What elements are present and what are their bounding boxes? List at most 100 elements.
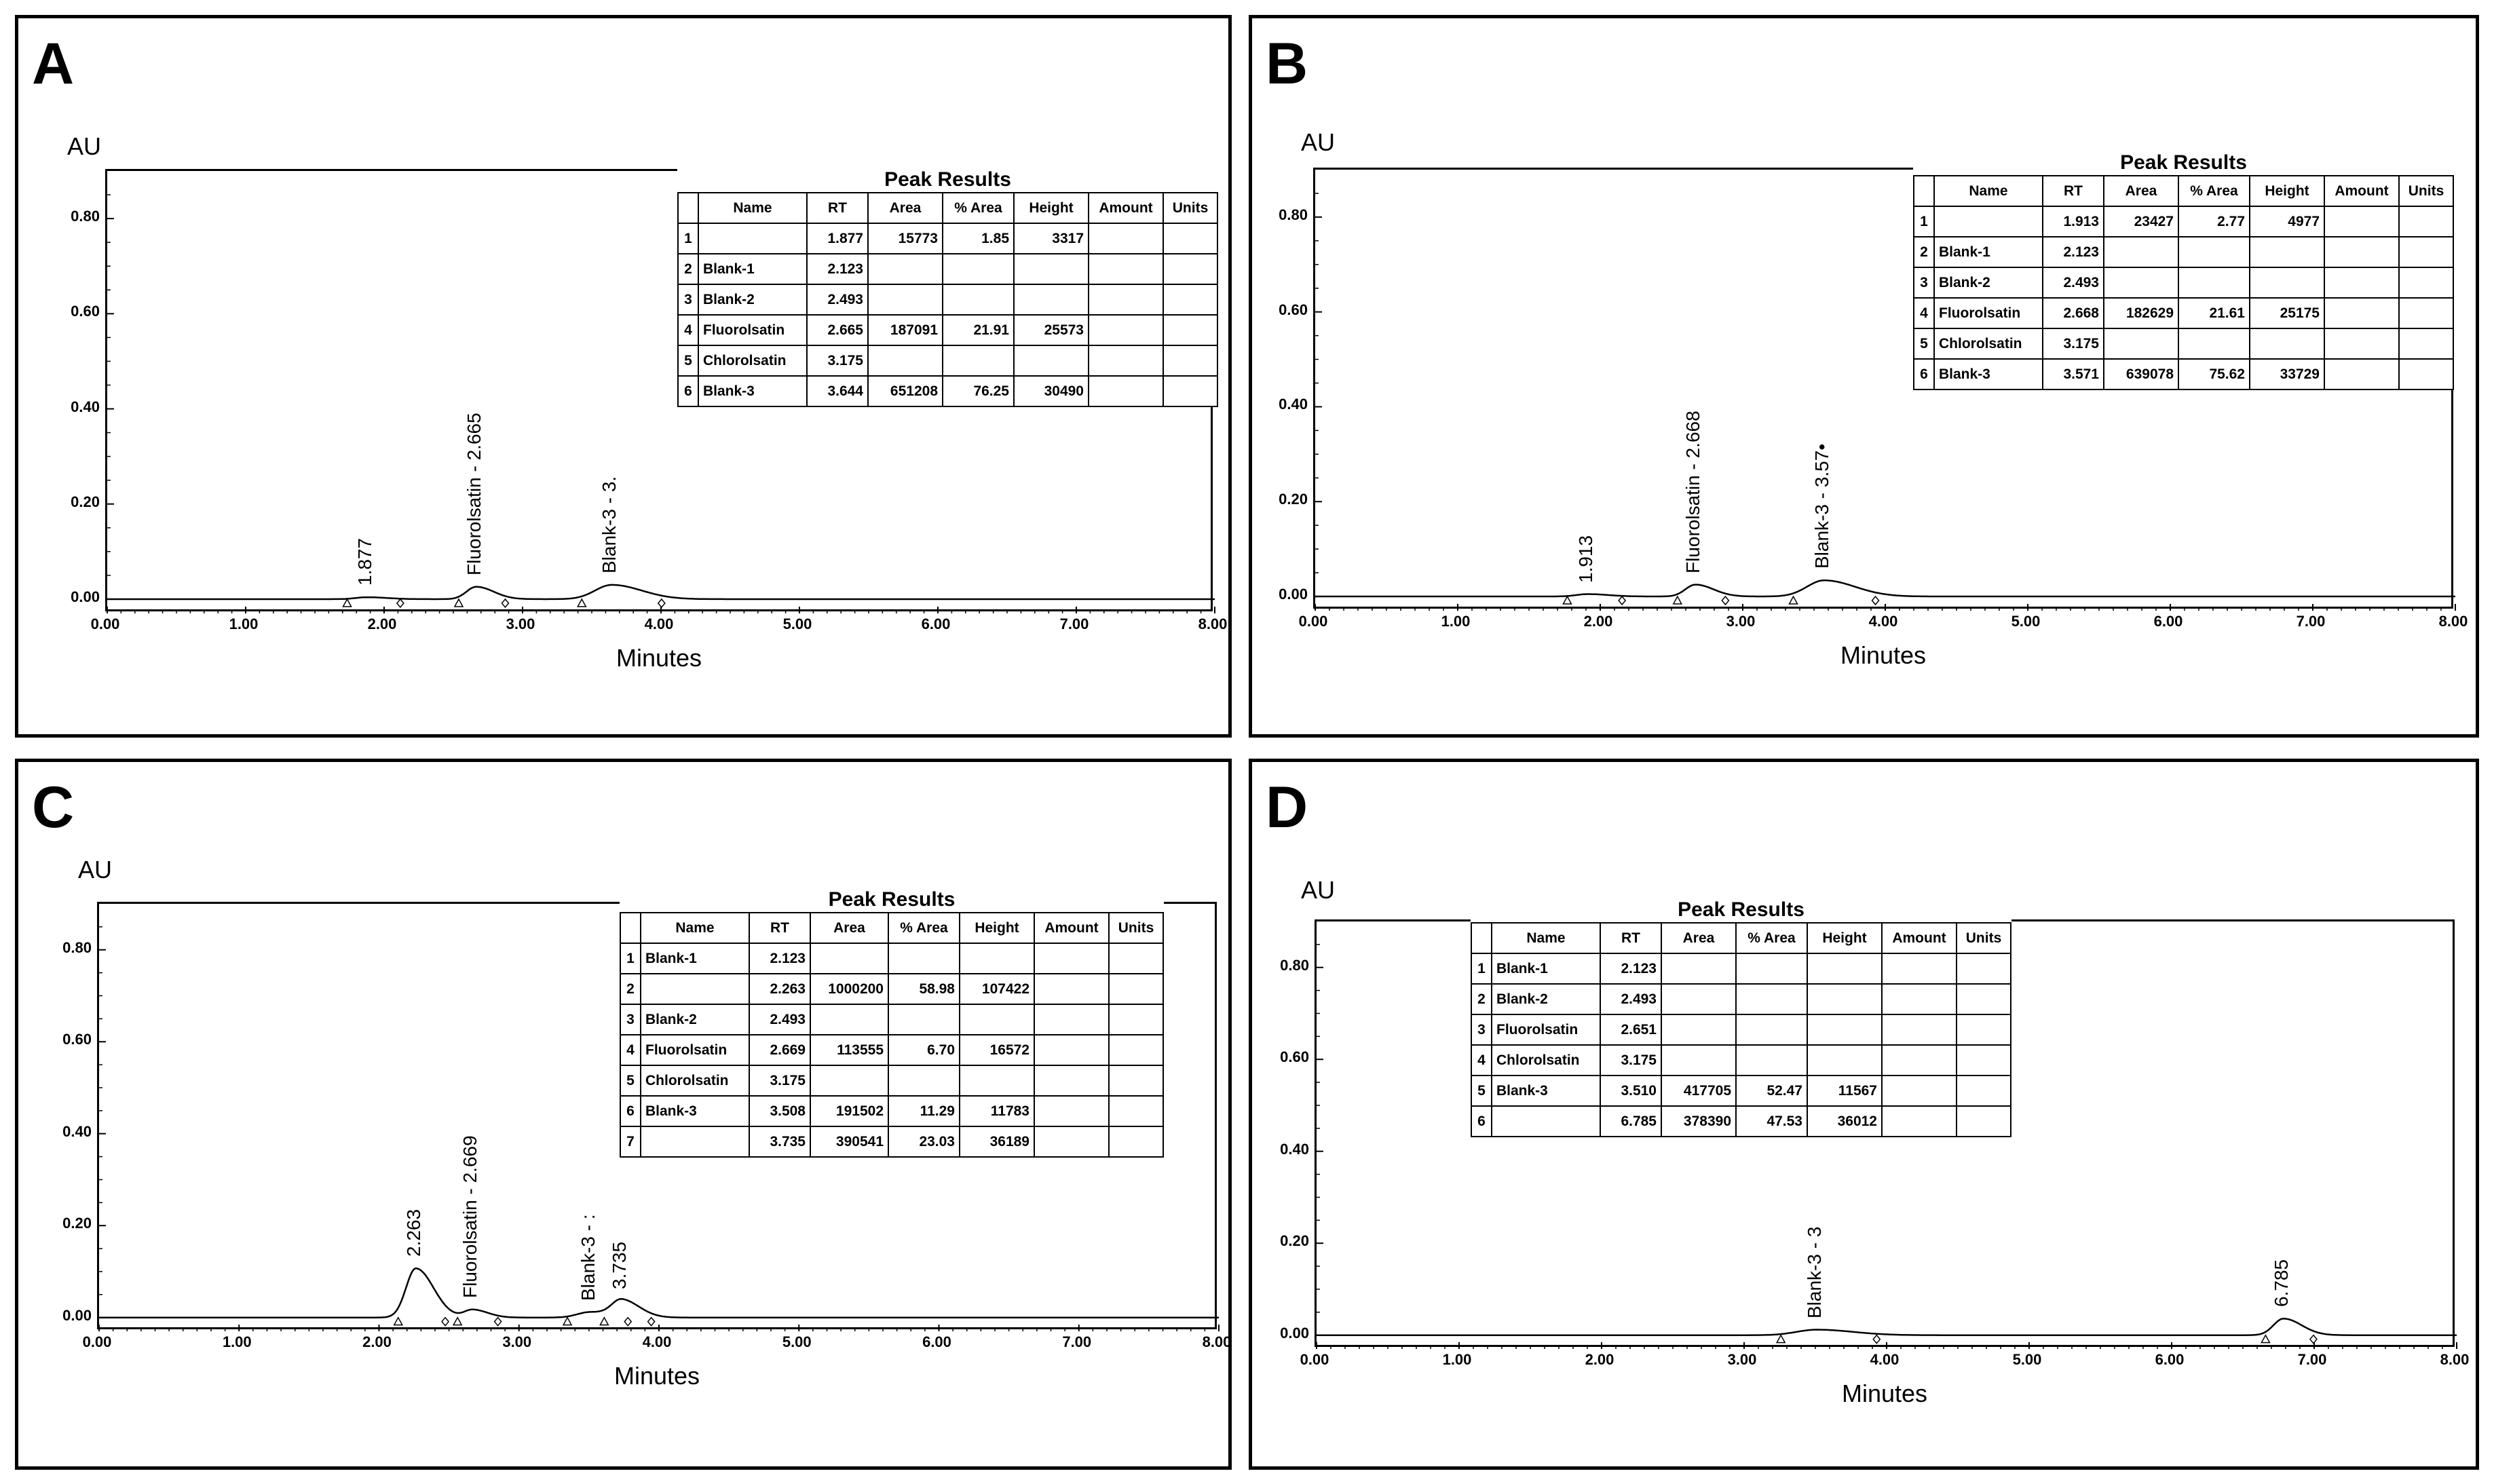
table-header-cell: % Area: [2178, 175, 2250, 207]
table-header-cell: Units: [1956, 922, 2011, 954]
table-header-cell: Height: [2249, 175, 2325, 207]
peak-results-table: Peak Results Name RT Area% Area Height Amount…: [1913, 151, 2454, 390]
table-cell: 11783: [959, 1095, 1035, 1127]
table-cell: [867, 284, 943, 316]
table-row: 2 Blank-1 2.123: [1913, 236, 2454, 268]
table-cell: [942, 253, 1015, 285]
table-header-cell: Name: [698, 192, 808, 224]
table-row: 3 Blank-2 2.493: [1913, 267, 2454, 299]
table-cell: 3.735: [749, 1126, 811, 1158]
table-cell: Blank-2: [640, 1004, 750, 1035]
table-cell: 4: [1471, 1044, 1492, 1076]
table-row: 1 1.913 23427 2.77 4977: [1913, 206, 2454, 237]
table-cell: 1.913: [2042, 206, 2104, 237]
table-cell: 191502: [810, 1095, 889, 1127]
table-cell: [2398, 267, 2454, 299]
x-axis-label: Minutes: [1841, 1380, 1928, 1407]
table-cell: 2.493: [2042, 267, 2104, 299]
panel-letter: A: [32, 31, 75, 96]
table-cell: 378390: [1661, 1105, 1737, 1137]
peak-start-marker: [452, 1316, 463, 1326]
x-tick-label: 8.00: [1198, 615, 1228, 632]
peak-end-marker: [647, 1316, 656, 1327]
peak-results-title: Peak Results: [828, 888, 956, 911]
table-cell: [640, 1126, 750, 1158]
peak-label: Blank-3 - 3: [1804, 1226, 1826, 1318]
table-cell: [1956, 983, 2011, 1015]
table-cell: [1034, 943, 1110, 974]
table-cell: [1034, 1095, 1110, 1127]
table-cell: [888, 1065, 960, 1097]
panel-letter: C: [32, 775, 75, 840]
table-cell: Chlorolsatin: [1491, 1044, 1601, 1076]
table-cell: [1881, 1075, 1957, 1107]
table-header-cell: Height: [959, 912, 1035, 944]
table-cell: [2398, 236, 2454, 268]
x-tick-label: 5.00: [782, 1333, 812, 1350]
table-cell: 4: [1913, 297, 1935, 329]
table-header-cell: Height: [1807, 922, 1883, 954]
peak-label: 1.877: [354, 538, 375, 586]
table-cell: 1: [1913, 206, 1935, 237]
peak-start-marker: [393, 1316, 404, 1326]
table-cell: [1013, 345, 1089, 377]
x-tick-label: 3.00: [506, 615, 535, 632]
x-tick-label: 5.00: [782, 615, 812, 632]
peak-end-marker: [2309, 1334, 2318, 1344]
table-cell: Chlorolsatin: [1933, 328, 2043, 360]
x-tick-label: 1.00: [1442, 1351, 1472, 1368]
y-tick-label: 0.00: [1280, 1324, 1309, 1342]
table-cell: [2249, 236, 2325, 268]
table-row: 6 Blank-3 3.508 191502 11.29 11783: [620, 1095, 1164, 1127]
table-cell: [1088, 253, 1164, 285]
table-cell: [1108, 1034, 1164, 1066]
table-cell: [1661, 983, 1737, 1015]
table-cell: 25573: [1013, 314, 1089, 346]
peak-results-table: Peak Results Name RT Area% Area Height Amount…: [677, 168, 1218, 407]
chromatogram-svg: [1316, 944, 2457, 1349]
x-tick-label: 2.00: [1583, 613, 1613, 630]
x-tick-label: 4.00: [642, 1333, 672, 1350]
table-cell: 3.510: [1600, 1075, 1662, 1107]
table-row: 3 Blank-2 2.493: [677, 284, 1218, 316]
table-cell: [942, 284, 1015, 316]
peak-start-marker: [577, 598, 587, 607]
y-tick-label: 0.00: [62, 1306, 92, 1324]
table-cell: Blank-3: [640, 1095, 750, 1127]
peak-label: 1.913: [1574, 535, 1596, 583]
table-cell: 16572: [959, 1034, 1035, 1066]
table-header-cell: % Area: [888, 912, 960, 944]
y-tick-label: 0.80: [1279, 206, 1308, 223]
y-axis-label: AU: [1301, 128, 1336, 156]
panel-letter: D: [1266, 775, 1308, 840]
table-cell: [959, 943, 1035, 974]
table-cell: [810, 1004, 889, 1035]
peak-start-marker: [562, 1316, 573, 1326]
y-tick-label: 0.60: [62, 1031, 92, 1048]
table-header-row: Name RT Area% Area Height Amount Units: [620, 912, 1164, 944]
y-tick-label: 0.40: [71, 398, 100, 415]
table-cell: 182629: [2103, 297, 2179, 329]
x-axis-label: Minutes: [1840, 641, 1927, 669]
table-row: 4 Fluorolsatin 2.665 187091 21.91 25573: [677, 314, 1218, 346]
table-header-cell: Name: [640, 912, 750, 944]
peak-end-marker: [501, 598, 510, 609]
table-header-cell: Area: [867, 192, 943, 224]
peak-end-marker: [1872, 1334, 1881, 1344]
table-cell: 639078: [2103, 358, 2179, 390]
x-tick-label: 4.00: [644, 615, 674, 632]
table-cell: [1661, 1044, 1737, 1076]
y-tick-label: 0.80: [62, 938, 92, 956]
table-header-cell: Amount: [2324, 175, 2400, 207]
table-cell: 6: [620, 1095, 641, 1127]
peak-end-marker: [493, 1316, 502, 1327]
table-cell: [1088, 345, 1164, 377]
table-cell: [1163, 375, 1218, 407]
chromatogram-trace: [1317, 1318, 2457, 1336]
x-tick-label: 1.00: [229, 615, 259, 632]
table-cell: 3.644: [806, 375, 869, 407]
table-cell: [1088, 375, 1164, 407]
y-tick-label: 0.60: [1279, 301, 1308, 318]
table-cell: [2324, 297, 2400, 329]
table-cell: 2.493: [806, 284, 869, 316]
